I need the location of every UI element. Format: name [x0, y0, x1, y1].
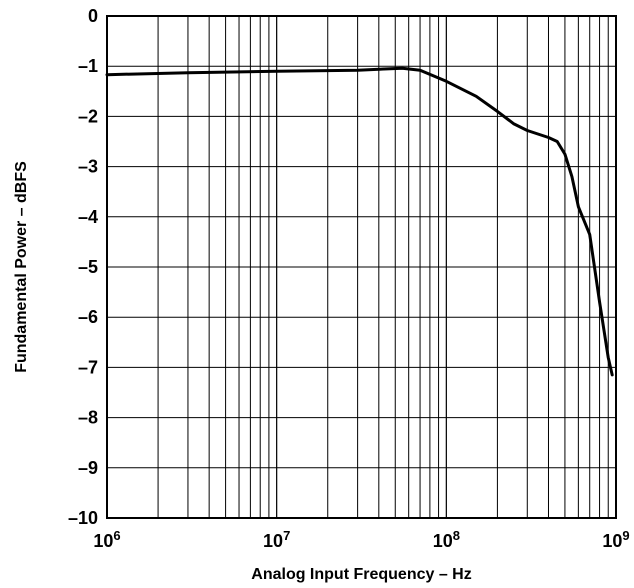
y-tick-label: 0: [88, 6, 98, 26]
x-tick-label: 109: [602, 528, 629, 551]
x-axis-label: Analog Input Frequency – Hz: [251, 566, 471, 583]
x-tick-labels: 106 107 108 109: [93, 528, 629, 551]
x-tick-label: 108: [433, 528, 460, 551]
grid: [106, 15, 617, 519]
y-axis-label: Fundamental Power – dBFS: [13, 161, 30, 373]
series: [105, 66, 614, 377]
y-tick-labels: 0 –1 –2 –3 –4 –5 –6 –7 –8 –9 –10: [68, 6, 98, 528]
y-tick-label: –4: [78, 207, 98, 227]
plot-frame: [106, 15, 617, 519]
y-tick-label: –10: [68, 508, 98, 528]
y-tick-label: –5: [78, 257, 98, 277]
y-tick-label: –7: [78, 357, 98, 377]
x-tick-label: 107: [263, 528, 290, 551]
y-tick-label: –3: [78, 157, 98, 177]
series-line: [105, 66, 614, 377]
y-tick-label: –9: [78, 458, 98, 478]
y-tick-label: –6: [78, 307, 98, 327]
y-tick-label: –1: [78, 56, 98, 76]
y-tick-label: –2: [78, 106, 98, 126]
x-tick-label: 106: [93, 528, 120, 551]
y-tick-label: –8: [78, 408, 98, 428]
